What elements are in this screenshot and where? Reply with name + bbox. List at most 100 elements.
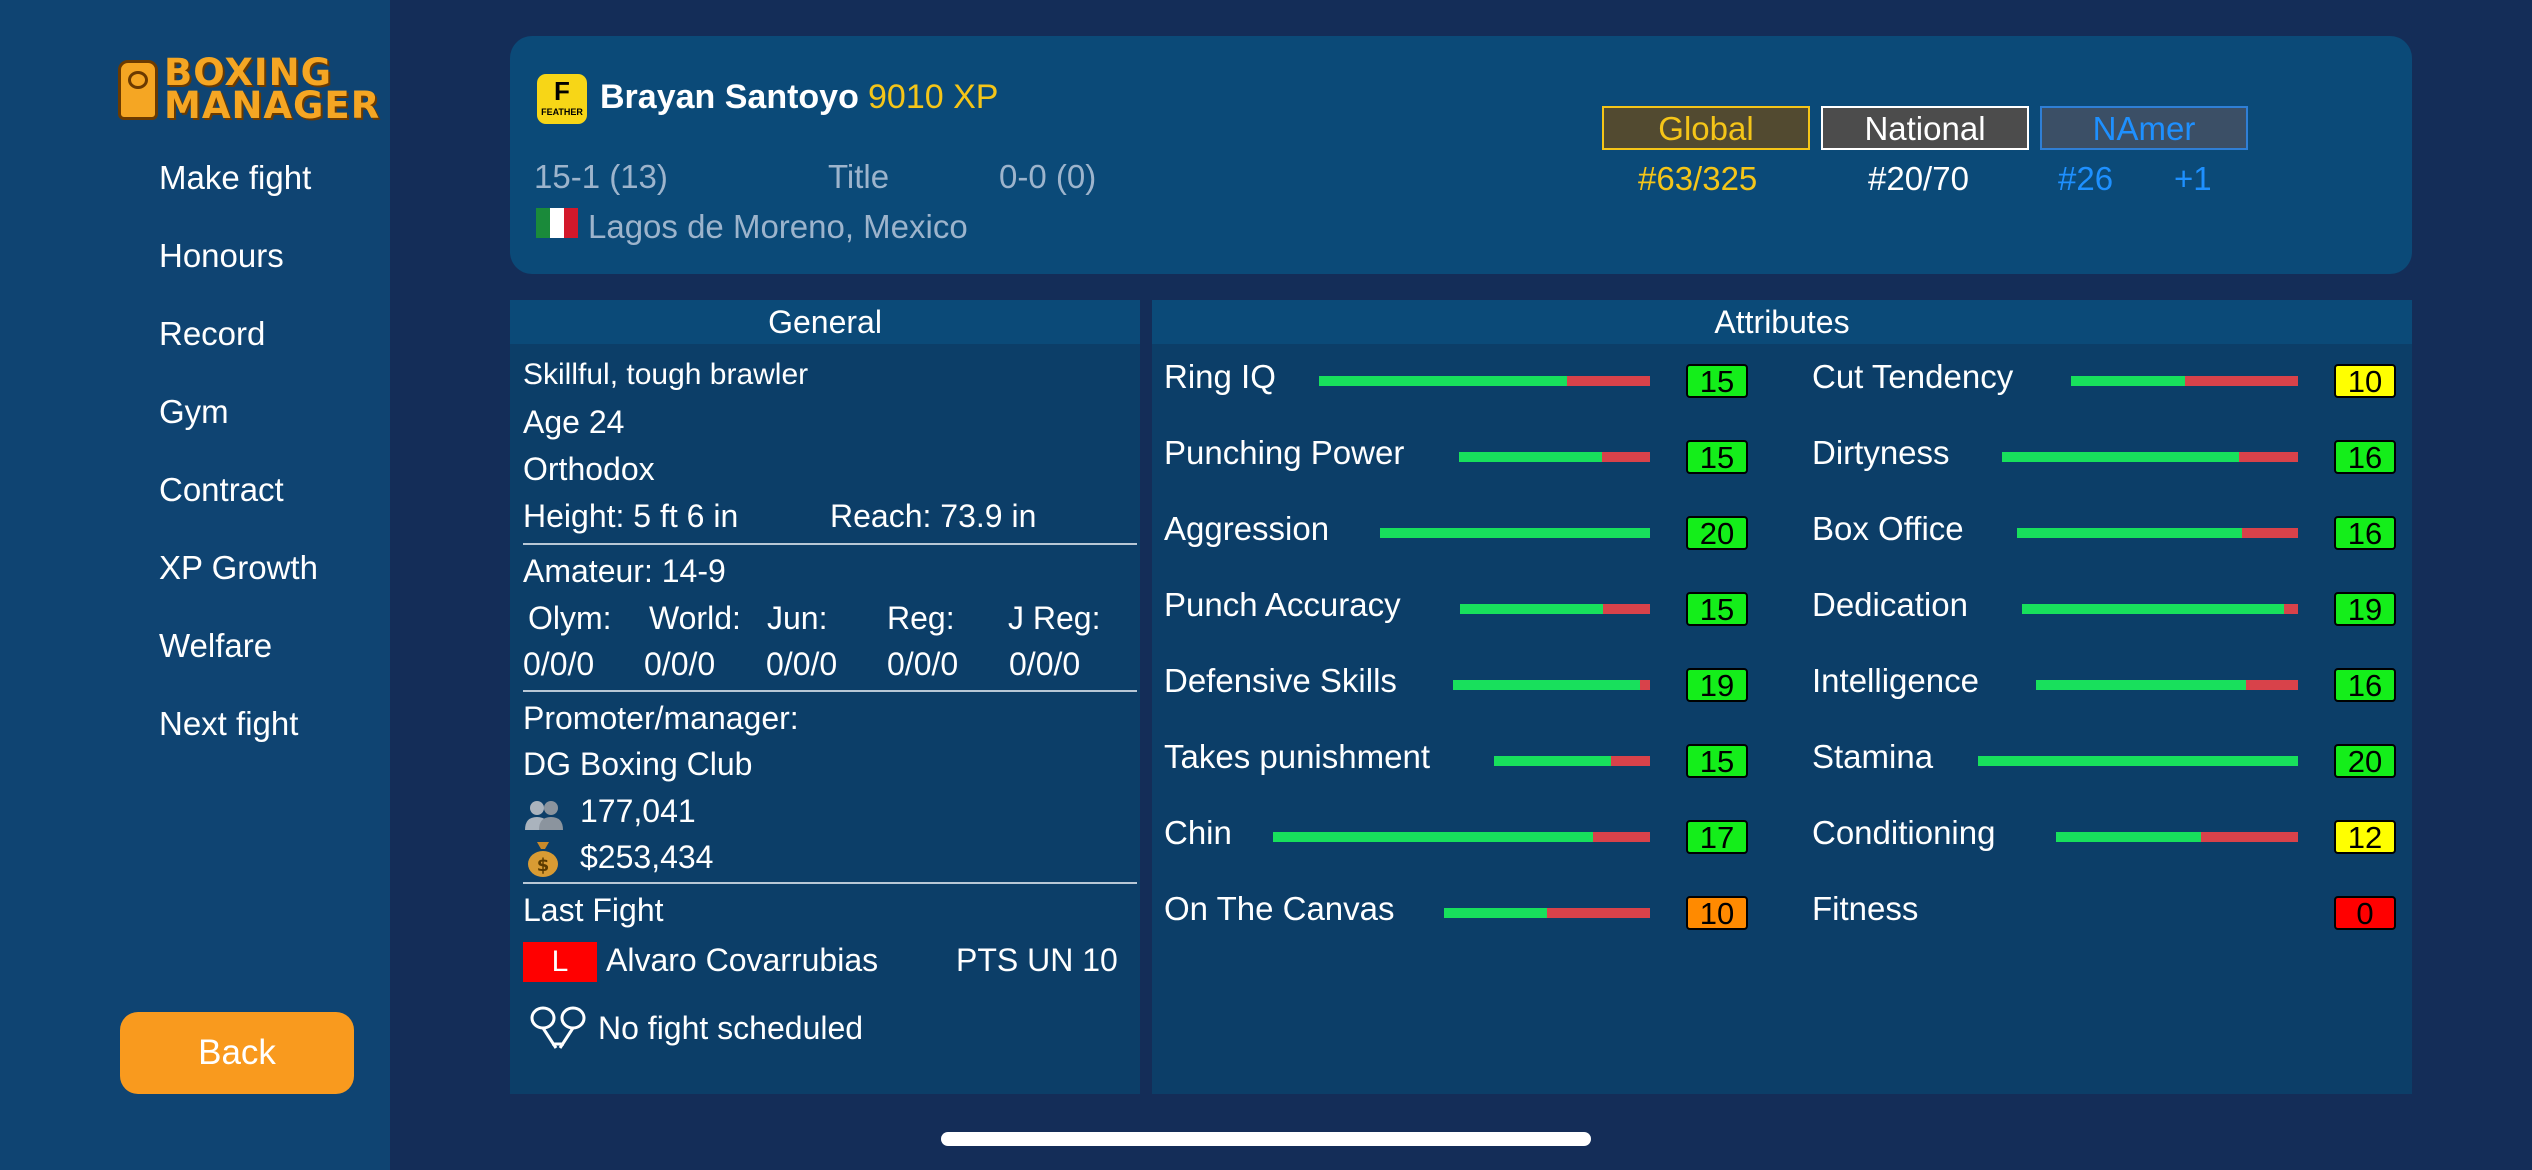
attribute-value-badge: 19 <box>2334 592 2396 626</box>
boxing-manager-logo: BOXING MANAGER <box>118 54 379 126</box>
attribute-bar <box>1494 756 1650 766</box>
attribute-bar <box>2017 528 2298 538</box>
sidebar: BOXING MANAGER Make fight Honours Record… <box>0 0 390 1170</box>
attributes-heading: Attributes <box>1152 300 2412 344</box>
boxer-header-card: F FEATHER Brayan Santoyo 9010 XP 15-1 (1… <box>510 36 2412 274</box>
attribute-bar <box>2056 832 2298 842</box>
title-record: 0-0 (0) <box>999 158 1097 195</box>
amateur-olym-label: Olym: <box>528 600 612 636</box>
attribute-bar-fill <box>1444 908 1547 918</box>
back-button[interactable]: Back <box>120 1012 354 1094</box>
nav-gym[interactable]: Gym <box>159 393 229 430</box>
amateur-reg-label: Reg: <box>887 600 955 636</box>
attribute-value-badge: 15 <box>1686 364 1748 398</box>
boxer-record: 15-1 (13) <box>534 158 668 195</box>
attribute-value-badge: 15 <box>1686 744 1748 778</box>
attribute-value-badge: 17 <box>1686 820 1748 854</box>
attribute-bar <box>2071 376 2298 386</box>
attribute-bar-fill <box>1453 680 1641 690</box>
attribute-bar-fill <box>1494 756 1611 766</box>
general-panel: General Skillful, tough brawler Age 24 O… <box>510 300 1140 1094</box>
last-fight-opponent[interactable]: Alvaro Covarrubias <box>606 942 879 978</box>
boxer-xp: 9010 XP <box>868 78 999 116</box>
weight-class-badge: F FEATHER <box>537 74 587 124</box>
attribute-bar-fill <box>2022 604 2285 614</box>
attribute-bar-fill <box>2056 832 2202 842</box>
attribute-bar-fill <box>1459 452 1603 462</box>
attribute-value-badge: 19 <box>1686 668 1748 702</box>
next-fight-status: No fight scheduled <box>598 1010 864 1046</box>
attribute-label: Takes punishment <box>1164 738 1430 775</box>
reach: Reach: 73.9 in <box>830 498 1037 534</box>
attribute-value-badge: 0 <box>2334 896 2396 930</box>
nav-record[interactable]: Record <box>159 315 266 352</box>
attribute-label: Punching Power <box>1164 434 1405 471</box>
last-fight-result-badge: L <box>523 942 597 982</box>
nav-next-fight[interactable]: Next fight <box>159 705 299 742</box>
glove-logo-icon <box>118 60 158 120</box>
attribute-label: Stamina <box>1812 738 1934 775</box>
last-fight-label: Last Fight <box>523 892 664 928</box>
fighting-style: Skillful, tough brawler <box>523 358 809 391</box>
attribute-bar <box>1460 604 1650 614</box>
tab-namer[interactable]: NAmer <box>2040 106 2248 150</box>
attribute-bar-fill <box>1380 528 1650 538</box>
money: $253,434 <box>580 839 714 875</box>
title-label: Title <box>828 158 890 195</box>
divider <box>523 882 1137 884</box>
tab-national[interactable]: National <box>1821 106 2029 150</box>
logo-line-1: BOXING <box>164 51 332 94</box>
attribute-bar-fill <box>2071 376 2185 386</box>
nav-welfare[interactable]: Welfare <box>159 627 273 664</box>
attribute-bar-fill <box>2017 528 2242 538</box>
attribute-label: Cut Tendency <box>1812 358 2014 395</box>
attribute-bar <box>1319 376 1650 386</box>
attribute-value-badge: 16 <box>2334 440 2396 474</box>
amateur-record: Amateur: 14-9 <box>523 553 726 589</box>
attribute-value-badge: 20 <box>1686 516 1748 550</box>
tab-global[interactable]: Global <box>1602 106 1810 150</box>
attribute-label: Aggression <box>1164 510 1330 547</box>
divider <box>523 690 1137 692</box>
nav-contract[interactable]: Contract <box>159 471 284 508</box>
attribute-label: Chin <box>1164 814 1232 851</box>
weight-class-name: FEATHER <box>541 107 583 117</box>
amateur-jun-value: 0/0/0 <box>766 646 838 682</box>
rank-change: +1 <box>2174 160 2212 197</box>
svg-text:$: $ <box>537 855 550 876</box>
nav-honours[interactable]: Honours <box>159 237 284 274</box>
attribute-bar <box>2002 452 2298 462</box>
regional-rank: #26 <box>2058 160 2114 197</box>
attribute-label: On The Canvas <box>1164 890 1395 927</box>
divider <box>523 543 1137 545</box>
fans-icon <box>524 798 564 832</box>
nav-make-fight[interactable]: Make fight <box>159 159 312 196</box>
home-indicator <box>941 1132 1591 1146</box>
attribute-bar <box>1453 680 1650 690</box>
attribute-label: Conditioning <box>1812 814 1996 851</box>
attribute-value-badge: 16 <box>2334 668 2396 702</box>
nav-xp-growth[interactable]: XP Growth <box>159 549 318 586</box>
amateur-reg-value: 0/0/0 <box>887 646 959 682</box>
attribute-label: Intelligence <box>1812 662 1979 699</box>
logo-line-2: MANAGER <box>164 84 381 127</box>
attribute-label: Punch Accuracy <box>1164 586 1401 623</box>
attribute-label: Fitness <box>1812 890 1919 927</box>
attribute-value-badge: 15 <box>1686 440 1748 474</box>
attribute-bar <box>2036 680 2298 690</box>
attribute-bar <box>1273 832 1650 842</box>
attribute-bar-fill <box>2002 452 2239 462</box>
attribute-label: Dedication <box>1812 586 1968 623</box>
attribute-value-badge: 12 <box>2334 820 2396 854</box>
attribute-value-badge: 15 <box>1686 592 1748 626</box>
stance: Orthodox <box>523 451 655 487</box>
attribute-bar <box>1978 756 2298 766</box>
mexico-flag-icon <box>536 208 578 238</box>
amateur-olym-value: 0/0/0 <box>523 646 595 682</box>
attribute-label: Dirtyness <box>1812 434 1950 471</box>
age: Age 24 <box>523 404 625 440</box>
attributes-panel: Attributes Ring IQ 15 Punching Power 15 Aggr… <box>1152 300 2412 1094</box>
fan-count: 177,041 <box>580 793 696 829</box>
amateur-jreg-label: J Reg: <box>1008 600 1101 636</box>
attribute-bar-fill <box>1978 756 2298 766</box>
